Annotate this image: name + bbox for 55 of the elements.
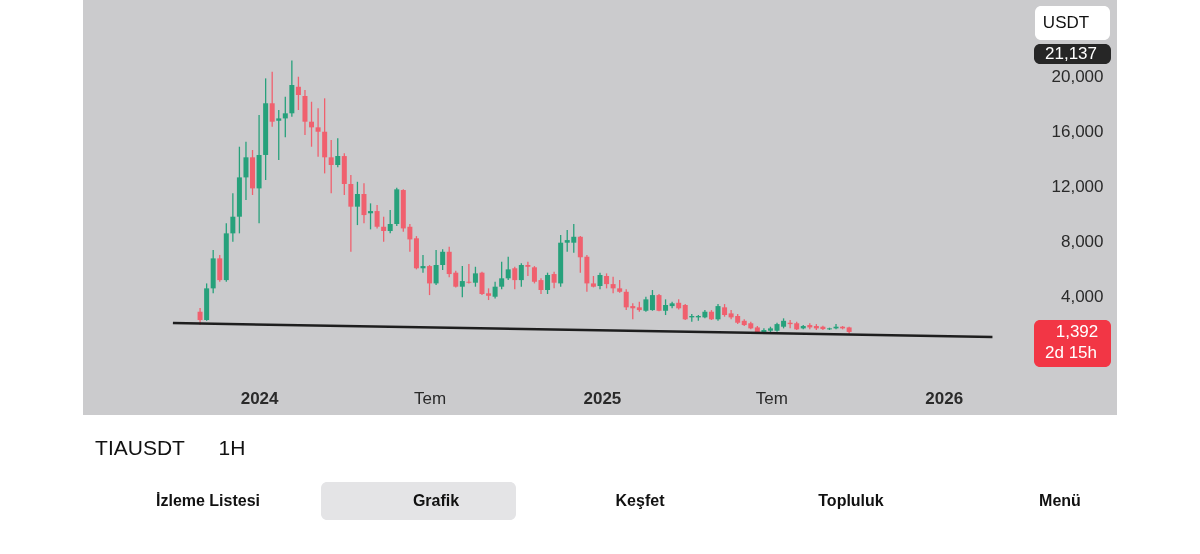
annotation: USDT <box>1042 13 1090 32</box>
text: TIAUSDT <box>95 436 186 459</box>
candlestick <box>610 276 616 294</box>
annotation: 1,392 <box>1055 322 1099 341</box>
candlestick <box>368 202 374 231</box>
candlestick <box>472 266 478 288</box>
candlestick <box>217 254 223 283</box>
y-tick-label: 8,000 <box>1060 231 1104 251</box>
candlestick <box>387 209 393 234</box>
y-tick-label: 4,000 <box>1060 286 1104 306</box>
candlestick <box>577 235 583 274</box>
candlestick <box>230 192 236 243</box>
x-tick-label: 2026 <box>925 388 964 408</box>
candlestick <box>440 248 446 271</box>
candlestick <box>505 256 511 281</box>
candlestick <box>282 96 288 139</box>
x-tick-label: 2024 <box>240 388 280 408</box>
candlestick <box>243 141 249 201</box>
candlestick <box>381 216 387 243</box>
candlestick <box>459 265 465 298</box>
candlestick <box>512 266 518 290</box>
x-tick-label: Tem <box>413 388 447 408</box>
text: Keşfet <box>615 492 666 509</box>
candlestick <box>525 261 531 277</box>
candlestick <box>269 71 275 128</box>
y-tick-label: 12,000 <box>1051 176 1104 196</box>
candlestick <box>433 249 439 286</box>
candlestick <box>354 181 360 226</box>
candlestick <box>374 204 380 230</box>
candlestick <box>315 107 321 158</box>
candlestick <box>276 109 282 161</box>
candlestick <box>479 271 485 296</box>
candlestick <box>427 264 433 296</box>
text: Topluluk <box>818 492 884 509</box>
candlestick <box>466 263 472 285</box>
candlestick <box>348 174 354 253</box>
y-tick-label: 20,000 <box>1051 66 1104 86</box>
candlestick <box>420 254 426 274</box>
annotation: 21,137 <box>1045 44 1097 63</box>
y-tick-label: 16,000 <box>1051 121 1104 141</box>
x-tick-label: 2025 <box>583 388 622 408</box>
candlestick <box>499 261 505 290</box>
x-tick-label: Tem <box>755 388 788 408</box>
text: Grafik <box>412 492 460 509</box>
candlestick <box>518 262 524 288</box>
annotation: 2d 15h <box>1045 343 1097 362</box>
candlestick <box>649 289 655 312</box>
text: Menü <box>1039 492 1081 509</box>
candlestick <box>545 272 551 295</box>
text: 1H <box>218 436 246 459</box>
candlestick <box>328 139 334 194</box>
text: İzleme Listesi <box>155 492 261 509</box>
candlestick <box>361 182 367 224</box>
candlestick <box>335 137 341 168</box>
candlestick <box>295 76 301 111</box>
